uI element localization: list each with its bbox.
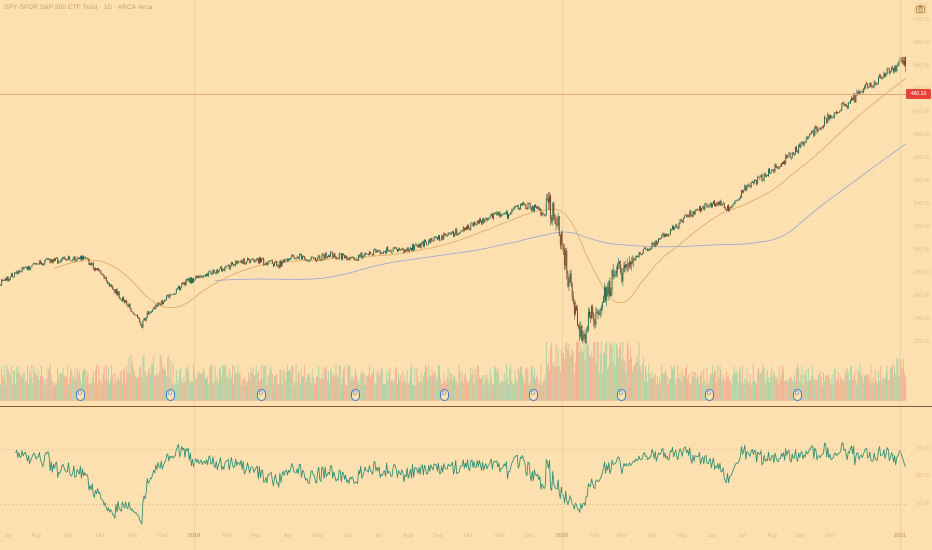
time-axis-label: Jul — [738, 533, 746, 539]
time-axis-label: 2021 — [893, 533, 907, 539]
price-axis-label: 460.00 — [913, 62, 930, 69]
time-axis-label: Apr — [283, 533, 293, 539]
camera-icon[interactable] — [914, 3, 927, 15]
rsi-axis-label: 70.00 — [916, 445, 930, 452]
price-axis-label: 440.00 — [913, 86, 930, 93]
time-axis-label: Oct — [95, 533, 105, 539]
time-axis-label: 2019 — [187, 533, 201, 539]
time-axis-label: Sep — [433, 533, 443, 539]
time-axis-label: Aug — [403, 533, 413, 539]
dividend-marker[interactable]: D — [350, 389, 360, 401]
price-pane[interactable]: D D D D D D D D D 500.00 480.00 460.00 440.00 420.00… — [0, 0, 932, 406]
pane-separator[interactable] — [0, 406, 932, 407]
time-axis-label: Jul — [4, 533, 12, 539]
dividend-marker[interactable]: D — [792, 389, 802, 401]
price-axis-label: 300.00 — [913, 246, 930, 253]
time-axis-label: Dec — [158, 533, 168, 539]
price-axis-label: 420.00 — [913, 108, 930, 115]
time-axis-label: 2020 — [555, 533, 569, 539]
time-axis-label: Sep — [63, 533, 73, 539]
current-price-badge[interactable]: 460.19 — [906, 89, 931, 99]
time-axis-label: Aug — [767, 533, 777, 539]
grid-vline — [194, 0, 195, 406]
price-axis-label: 400.00 — [913, 131, 930, 138]
grid-vline — [562, 0, 563, 406]
grid-vline — [562, 407, 563, 550]
dividend-marker-label: D — [75, 389, 85, 401]
time-axis-label: Jul — [374, 533, 382, 539]
price-axis-label: 360.00 — [913, 177, 930, 184]
time-axis-label: Feb — [589, 533, 599, 539]
time-axis-label: Apr — [647, 533, 657, 539]
price-axis-label: 500.00 — [913, 16, 930, 23]
time-axis-label: Dec — [525, 533, 535, 539]
time-axis-label: Jun — [343, 533, 353, 539]
dividend-marker-label: D — [792, 389, 802, 401]
price-axis-label: 340.00 — [913, 200, 930, 207]
time-axis-label: Jun — [707, 533, 717, 539]
volume-histogram — [0, 342, 906, 400]
dividend-marker-label: D — [616, 389, 626, 401]
dividend-marker[interactable]: D — [528, 389, 538, 401]
time-axis-label: Feb — [222, 533, 232, 539]
dividend-marker[interactable]: D — [616, 389, 626, 401]
dividend-marker[interactable]: D — [704, 389, 714, 401]
volume-baseline — [0, 400, 906, 401]
dividend-marker[interactable]: D — [75, 389, 85, 401]
price-axis-label: 240.00 — [913, 315, 930, 322]
grid-vline — [900, 0, 901, 406]
time-axis-label: Mar — [251, 533, 261, 539]
dividend-marker-label: D — [439, 389, 449, 401]
time-axis[interactable]: Jul Aug Sep Oct Nov Dec 2019 Feb Mar Apr May Jun Jul… — [0, 532, 932, 550]
time-axis-label: Oct — [463, 533, 473, 539]
price-axis-label: 280.00 — [913, 269, 930, 276]
camera-glyph — [916, 5, 925, 13]
moving-average-lines — [53, 78, 906, 309]
price-axis-label: 480.00 — [913, 39, 930, 46]
dividend-marker-label: D — [528, 389, 538, 401]
price-axis-label: 220.00 — [913, 338, 930, 345]
dividend-marker[interactable]: D — [165, 389, 175, 401]
time-axis-label: Nov — [128, 533, 138, 539]
candlestick-series — [0, 56, 906, 344]
price-axis-label: 260.00 — [913, 292, 930, 299]
time-axis-label: May — [312, 533, 324, 539]
dividend-marker-label: D — [350, 389, 360, 401]
time-axis-label: Mar — [617, 533, 627, 539]
time-axis-label: Nov — [495, 533, 505, 539]
price-axis-label: 380.00 — [913, 154, 930, 161]
dividend-marker-label: D — [165, 389, 175, 401]
chart-legend[interactable]: SPY·SPDR S&P 500 ETF Trust · 1D · ARCA·A… — [4, 3, 155, 12]
rsi-axis-label: 30.00 — [916, 500, 930, 507]
grid-vline — [900, 407, 901, 550]
rsi-plot[interactable] — [0, 407, 906, 550]
current-price-line — [0, 94, 906, 95]
time-axis-label: Oct — [825, 533, 835, 539]
rsi-pane[interactable]: 70.00 50.00 30.00 — [0, 407, 932, 550]
legend-text: SPY·SPDR S&P 500 ETF Trust · 1D · ARCA·A… — [4, 4, 153, 11]
time-axis-label: May — [676, 533, 688, 539]
price-axis[interactable]: 500.00 480.00 460.00 440.00 420.00 400.00 380.… — [906, 0, 932, 406]
dividend-marker[interactable]: D — [256, 389, 266, 401]
dividend-marker-label: D — [704, 389, 714, 401]
time-axis-label: Sep — [795, 533, 805, 539]
dividend-marker-label: D — [256, 389, 266, 401]
rsi-series — [0, 442, 906, 525]
price-axis-label: 320.00 — [913, 223, 930, 230]
rsi-axis[interactable]: 70.00 50.00 30.00 — [906, 407, 932, 550]
rsi-axis-label: 50.00 — [916, 473, 930, 480]
dividend-marker[interactable]: D — [439, 389, 449, 401]
grid-vline — [194, 407, 195, 550]
time-axis-label: Aug — [31, 533, 41, 539]
